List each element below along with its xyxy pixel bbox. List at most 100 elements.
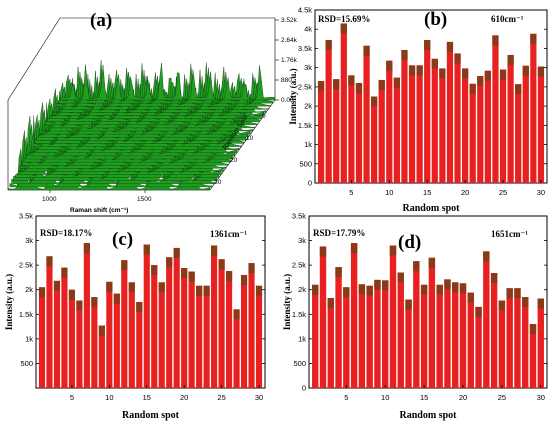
bar bbox=[389, 245, 397, 388]
x-tick-label: 5 bbox=[349, 188, 353, 197]
bar bbox=[312, 284, 319, 388]
wavenumber-annotation: 1651cm⁻¹ bbox=[491, 229, 528, 239]
bar bbox=[537, 298, 544, 388]
bar bbox=[203, 285, 210, 388]
bar bbox=[462, 68, 469, 183]
panel-a-z-tick-label: 0.00 bbox=[281, 97, 294, 104]
panel-a-x-title: Raman shift (cm⁻¹) bbox=[70, 207, 128, 214]
bar-cap bbox=[255, 285, 263, 296]
bar bbox=[151, 265, 158, 388]
y-axis-title: Intensity (a.u.) bbox=[288, 68, 298, 124]
bar-cap bbox=[462, 68, 469, 79]
wavenumber-annotation: 1361cm⁻¹ bbox=[210, 229, 247, 239]
bar bbox=[446, 41, 454, 183]
bar-cap bbox=[444, 279, 451, 290]
bar-cap bbox=[499, 69, 507, 80]
bar bbox=[467, 292, 474, 388]
bar-cap bbox=[151, 265, 158, 276]
bar-cap bbox=[121, 260, 128, 271]
x-tick-label: 30 bbox=[537, 393, 545, 402]
panel-a-3d-spectra: 3.52k 2.64k 1.76k 880 0.00 1000 1500 Ram… bbox=[7, 10, 298, 214]
x-tick-label: 5 bbox=[344, 393, 348, 402]
bar bbox=[459, 283, 467, 388]
bar-cap bbox=[452, 282, 459, 293]
bar bbox=[158, 282, 165, 388]
x-tick-label: 10 bbox=[385, 188, 393, 197]
spectrum-trace bbox=[59, 62, 276, 101]
bar bbox=[401, 49, 408, 184]
bar bbox=[374, 279, 381, 388]
bar-cap bbox=[424, 39, 431, 50]
bar-cap bbox=[436, 284, 443, 295]
bar bbox=[378, 79, 385, 183]
bar-cap bbox=[514, 288, 521, 299]
bar bbox=[188, 271, 195, 388]
y-tick-label: 0 bbox=[308, 179, 312, 188]
panel-label: (b) bbox=[424, 9, 447, 30]
panel-a-x-ticks: 1000 1500 bbox=[42, 190, 152, 203]
bar-cap bbox=[211, 245, 218, 256]
bar bbox=[393, 77, 400, 183]
bar bbox=[499, 69, 507, 183]
bar bbox=[173, 247, 180, 388]
bar bbox=[76, 300, 83, 388]
bar bbox=[382, 280, 389, 388]
bar-cap bbox=[173, 247, 180, 258]
bar bbox=[405, 299, 412, 388]
bar-cap bbox=[475, 306, 482, 317]
bar-cap bbox=[240, 274, 248, 285]
bar bbox=[343, 287, 350, 388]
x-tick-label: 25 bbox=[498, 393, 506, 402]
bar-cap bbox=[248, 263, 255, 274]
spectrum-trace bbox=[56, 62, 271, 107]
bar-cap bbox=[218, 259, 225, 270]
y-tick-label: 500 bbox=[293, 359, 306, 368]
bar bbox=[416, 65, 423, 183]
x-tick-label: 15 bbox=[143, 393, 151, 402]
y-tick-label: 500 bbox=[299, 159, 312, 168]
bar bbox=[91, 297, 98, 388]
bar-cap bbox=[196, 285, 203, 296]
bar bbox=[424, 39, 431, 183]
bar-cap bbox=[327, 298, 334, 309]
bar bbox=[358, 284, 366, 388]
bar-cap bbox=[226, 271, 233, 282]
bar-cap bbox=[68, 289, 75, 300]
panel-a-x-tick-label: 1000 bbox=[42, 196, 57, 203]
bar-cap bbox=[188, 271, 195, 282]
x-tick-label: 30 bbox=[255, 393, 263, 402]
bar bbox=[408, 65, 416, 183]
y-tick-label: 4.5k bbox=[298, 6, 312, 15]
y-tick-label: 2.5k bbox=[292, 261, 306, 270]
bar bbox=[348, 75, 355, 183]
bar bbox=[530, 33, 537, 184]
y-tick-label: 1k bbox=[25, 334, 33, 343]
plot-frame bbox=[35, 215, 266, 389]
bar-cap bbox=[420, 284, 428, 295]
bar-cap bbox=[469, 83, 476, 94]
bar-cap bbox=[397, 272, 404, 283]
bar bbox=[68, 289, 75, 388]
bar-cap bbox=[416, 65, 423, 76]
y-tick-label: 1.5k bbox=[298, 121, 312, 130]
rsd-annotation: RSD=17.79% bbox=[313, 228, 365, 238]
y-tick-label: 2k bbox=[298, 285, 306, 294]
bar bbox=[477, 76, 484, 183]
x-axis-title: Random spot bbox=[400, 410, 458, 421]
bar bbox=[428, 257, 436, 388]
bar-cap bbox=[537, 298, 544, 309]
bar bbox=[325, 39, 332, 183]
bar-cap bbox=[382, 280, 389, 291]
bar-cap bbox=[340, 23, 347, 34]
bar bbox=[436, 284, 443, 388]
panel-a-label: (a) bbox=[90, 10, 112, 31]
bar-cap bbox=[343, 287, 350, 298]
bar-cap bbox=[413, 261, 420, 272]
panel-a-depth-ticks: 0 10 20 30 bbox=[214, 113, 266, 186]
panel-label: (c) bbox=[112, 229, 133, 250]
bar bbox=[484, 70, 491, 183]
bar-cap bbox=[515, 84, 522, 95]
bar-cap bbox=[348, 75, 355, 86]
spectrum-trace bbox=[50, 69, 264, 116]
panel-a-depth-tick-label: 30 bbox=[214, 179, 222, 186]
